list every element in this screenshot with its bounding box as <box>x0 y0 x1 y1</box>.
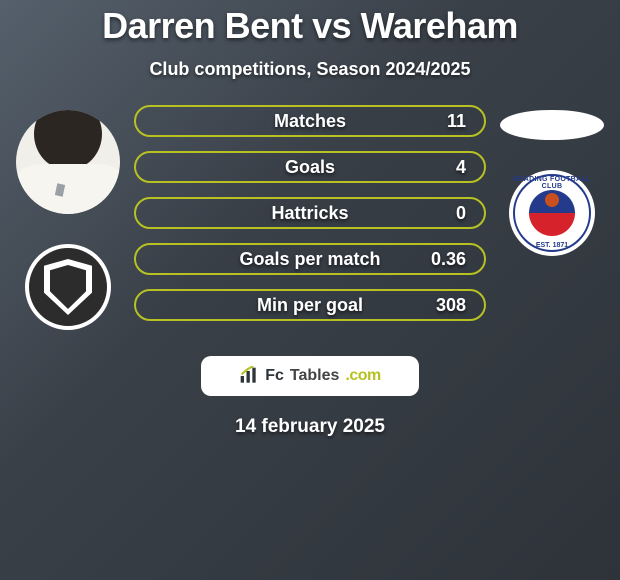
stat-value: 0.36 <box>431 249 466 270</box>
club-badge-right: READING FOOTBALL CLUB EST. 1871 <box>509 170 595 256</box>
brand-text-2: Tables <box>290 367 340 385</box>
player-comparison-card: Darren Bent vs Wareham Club competitions… <box>0 0 620 580</box>
stat-label: Goals per match <box>239 249 380 270</box>
player-avatar-left <box>16 110 120 214</box>
content-row: AFC Matches 11 Goals 4 Hattricks 0 Goals… <box>0 105 620 330</box>
brand-badge: Fc Tables .com <box>201 356 419 396</box>
stat-label: Hattricks <box>271 203 348 224</box>
stat-label: Goals <box>285 157 335 178</box>
brand-text-1: Fc <box>265 367 284 385</box>
stat-label: Min per goal <box>257 295 363 316</box>
stat-value: 4 <box>456 157 466 178</box>
stat-value: 11 <box>447 111 466 132</box>
stat-row: Min per goal 308 <box>134 289 486 321</box>
right-column: READING FOOTBALL CLUB EST. 1871 <box>492 105 612 256</box>
right-club-bottom-text: EST. 1871 <box>509 242 595 249</box>
stat-row: Hattricks 0 <box>134 197 486 229</box>
stat-row: Goals per match 0.36 <box>134 243 486 275</box>
stat-label: Matches <box>274 111 346 132</box>
left-column: AFC <box>8 105 128 330</box>
stat-row: Goals 4 <box>134 151 486 183</box>
date: 14 february 2025 <box>0 416 620 438</box>
subtitle: Club competitions, Season 2024/2025 <box>0 59 620 80</box>
club-badge-left: AFC <box>25 244 111 330</box>
bar-chart-icon <box>239 366 259 386</box>
brand-text-3: .com <box>345 367 380 385</box>
stat-value: 0 <box>456 203 466 224</box>
player-avatar-right <box>500 110 604 140</box>
title: Darren Bent vs Wareham <box>0 5 620 47</box>
left-club-letters: AFC <box>44 275 92 284</box>
stat-row: Matches 11 <box>134 105 486 137</box>
right-club-top-text: READING FOOTBALL CLUB <box>509 176 595 190</box>
stat-value: 308 <box>436 295 466 316</box>
stats-list: Matches 11 Goals 4 Hattricks 0 Goals per… <box>128 105 492 321</box>
